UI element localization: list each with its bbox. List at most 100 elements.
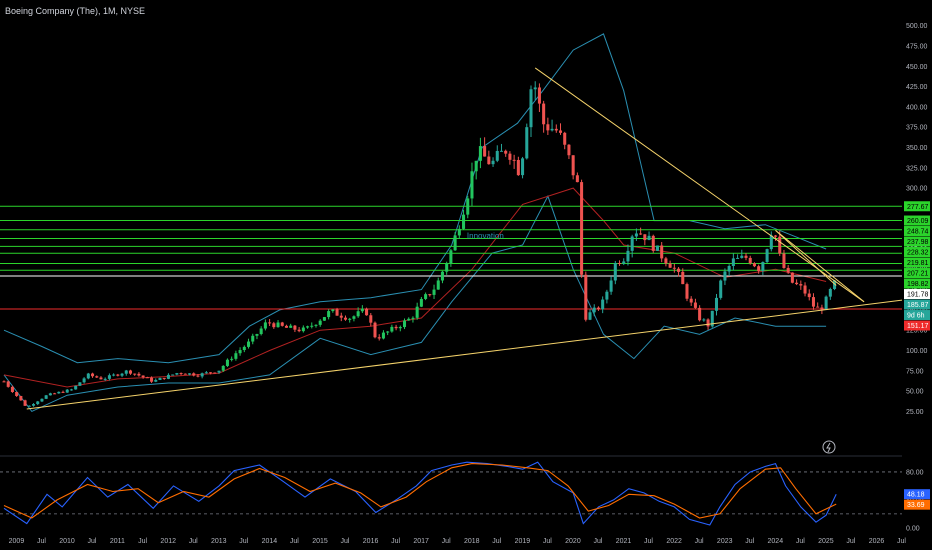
candle-body: [508, 153, 512, 160]
candle-body: [462, 214, 466, 229]
time-tick-label: 2013: [211, 538, 227, 545]
price-badge-bg: [904, 215, 930, 226]
time-tick-label: 2026: [869, 538, 885, 545]
candle-body: [470, 171, 474, 199]
candle-body: [145, 377, 149, 379]
candle-body: [179, 373, 183, 375]
candle-body: [795, 282, 799, 285]
candle-body: [116, 374, 120, 376]
candle-body: [2, 381, 6, 383]
candle-body: [613, 262, 617, 281]
candle-body: [584, 274, 588, 320]
candle-body: [53, 393, 57, 395]
candle-body: [698, 307, 702, 321]
price-badge-bg: [904, 247, 930, 258]
candle-body: [133, 373, 137, 375]
candle-body: [99, 377, 103, 380]
price-tick-label: 50.00: [906, 389, 924, 396]
candle-body: [255, 334, 259, 336]
candle-body: [596, 307, 600, 310]
candle-body: [280, 322, 284, 326]
time-tick-label: 2015: [312, 538, 328, 545]
candle-body: [660, 245, 664, 259]
price-badge-bg: [904, 289, 930, 300]
candle-body: [677, 268, 681, 272]
time-tick-label: 2021: [616, 538, 632, 545]
candle-body: [761, 262, 765, 271]
candle-body: [811, 297, 815, 307]
candle-body: [192, 373, 196, 376]
candle-body: [158, 377, 162, 380]
candle-body: [141, 375, 145, 378]
price-badge-bg: [904, 278, 930, 289]
rsi-series-line: [3, 463, 837, 519]
candle-body: [322, 317, 326, 321]
time-tick-label: Jul: [644, 538, 653, 545]
trendline: [775, 229, 865, 303]
candle-body: [217, 370, 221, 373]
annotation-label: Innovation: [467, 231, 504, 240]
candle-body: [390, 326, 394, 332]
candle-body: [816, 306, 820, 308]
time-tick-label: Jul: [846, 538, 855, 545]
candle-body: [259, 328, 263, 335]
candle-body: [740, 255, 744, 258]
candle-body: [386, 331, 390, 333]
candle-body: [440, 271, 444, 281]
time-tick-label: 2020: [565, 538, 581, 545]
candle-body: [91, 373, 95, 377]
candle-body: [268, 322, 272, 324]
price-tick-label: 350.00: [906, 145, 928, 152]
candle-body: [352, 316, 356, 319]
candle-body: [689, 298, 693, 303]
candle-body: [546, 124, 550, 131]
candle-body: [407, 318, 411, 321]
candle-body: [672, 267, 676, 269]
price-badge: 277.67: [907, 204, 929, 211]
candle-body: [824, 296, 828, 310]
rsi-tick-label: 0.00: [906, 525, 920, 532]
candle-body: [31, 404, 36, 406]
candle-body: [563, 132, 567, 145]
candle-body: [483, 146, 487, 157]
candle-body: [723, 271, 727, 281]
price-badge-bg: [904, 201, 930, 212]
time-tick-label: Jul: [745, 538, 754, 545]
candle-body: [504, 150, 508, 154]
candle-body: [339, 315, 343, 318]
candle-body: [82, 378, 86, 383]
candle-body: [310, 325, 314, 327]
candle-body: [833, 280, 837, 290]
candle-body: [668, 263, 672, 268]
candle-body: [373, 322, 377, 338]
candle-body: [457, 228, 461, 236]
candle-body: [57, 391, 61, 394]
candle-body: [44, 395, 48, 399]
candle-body: [567, 144, 571, 156]
rsi-value-badge: 33.69: [907, 502, 925, 509]
horizontal-levels: [0, 205, 902, 310]
candle-body: [710, 310, 714, 327]
candle-body: [643, 234, 647, 241]
candle-body: [558, 130, 563, 133]
candle-body: [209, 372, 213, 374]
candle-body: [445, 263, 449, 272]
time-tick-label: Jul: [492, 538, 501, 545]
candle-body: [424, 294, 428, 299]
time-tick-label: Jul: [695, 538, 704, 545]
time-tick-label: 2014: [262, 538, 278, 545]
replay-icon[interactable]: [822, 440, 836, 454]
candle-body: [681, 271, 685, 285]
candle-body: [166, 374, 170, 379]
candle-body: [394, 326, 398, 329]
bollinger-upper-line: [3, 33, 827, 364]
candle-body: [289, 325, 293, 328]
candle-body: [150, 377, 154, 382]
candle-body: [327, 311, 331, 318]
candle-body: [230, 358, 234, 360]
candle-body: [175, 373, 179, 375]
candle-body: [436, 280, 440, 290]
candle-body: [95, 376, 99, 378]
candle-body: [15, 392, 19, 396]
